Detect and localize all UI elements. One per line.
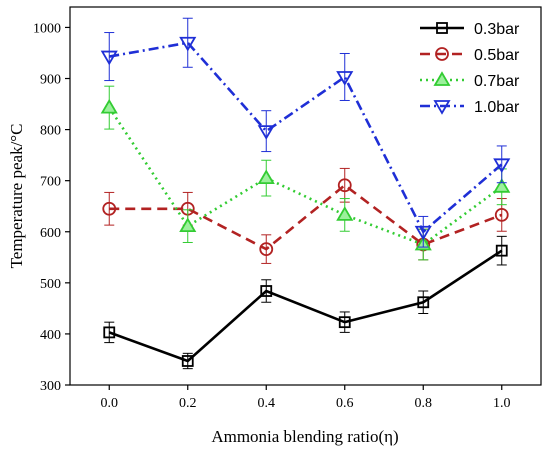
legend-label: 0.7bar	[474, 73, 520, 90]
data-point	[417, 296, 430, 309]
y-tick-label: 900	[40, 73, 61, 88]
x-tick-label: 0.6	[336, 396, 354, 411]
series-0.7bar	[100, 85, 511, 261]
legend-item: 1.0bar	[420, 99, 520, 116]
legend-marker	[436, 22, 448, 34]
data-point	[493, 178, 511, 193]
data-point	[493, 158, 511, 174]
axis-ticks: 300 400 500 600 700 800 900 1000 0.0 0.2 0.4 0.6 0.8…	[33, 21, 511, 411]
data-point	[257, 125, 275, 140]
data-point	[257, 169, 275, 185]
legend-item: 0.3bar	[420, 21, 520, 38]
y-tick-label: 1000	[33, 21, 61, 36]
data-point	[102, 201, 117, 216]
data-point	[495, 244, 508, 257]
data-point	[100, 50, 118, 66]
legend-marker	[433, 71, 451, 86]
y-tick-label: 800	[40, 124, 61, 139]
legend-item: 0.7bar	[420, 71, 520, 90]
data-point	[259, 242, 274, 257]
series-line	[108, 106, 503, 246]
x-tick-label: 0.0	[101, 396, 119, 411]
data-point	[338, 316, 351, 329]
data-point	[414, 225, 432, 241]
series-line	[109, 183, 503, 251]
data-point	[494, 207, 509, 222]
y-tick-label: 300	[40, 379, 61, 394]
legend-label: 0.3bar	[474, 21, 520, 38]
data-point	[100, 98, 118, 114]
series-line	[108, 249, 503, 363]
series-line	[109, 41, 503, 234]
legend: 0.3bar 0.5bar 0.7bar 1.0bar	[420, 21, 520, 116]
data-point	[336, 206, 354, 221]
x-axis-title: Ammonia blending ratio(η)	[211, 427, 398, 446]
y-tick-label: 500	[40, 277, 61, 292]
legend-label: 1.0bar	[474, 99, 520, 116]
x-tick-label: 1.0	[493, 396, 511, 411]
y-axis-title: Temperature peak/°C	[7, 124, 26, 269]
legend-label: 0.5bar	[474, 47, 520, 64]
series-1.0bar	[100, 17, 511, 248]
data-point	[179, 217, 197, 233]
data-point	[337, 178, 352, 193]
x-tick-label: 0.8	[415, 396, 433, 411]
series-0.3bar	[103, 235, 508, 370]
series-layer	[100, 17, 511, 370]
x-tick-label: 0.4	[258, 396, 276, 411]
data-point	[103, 326, 116, 339]
legend-marker	[435, 47, 449, 61]
legend-item: 0.5bar	[420, 47, 520, 64]
y-tick-label: 400	[40, 328, 61, 343]
data-point	[260, 285, 273, 297]
plot-frame	[69, 6, 542, 386]
series-0.5bar	[102, 167, 509, 264]
x-tick-label: 0.2	[179, 396, 197, 411]
legend-marker	[433, 100, 451, 115]
data-point	[179, 36, 197, 52]
y-tick-label: 600	[40, 226, 61, 241]
data-point	[336, 71, 354, 86]
data-point	[181, 355, 194, 367]
y-tick-label: 700	[40, 175, 61, 190]
